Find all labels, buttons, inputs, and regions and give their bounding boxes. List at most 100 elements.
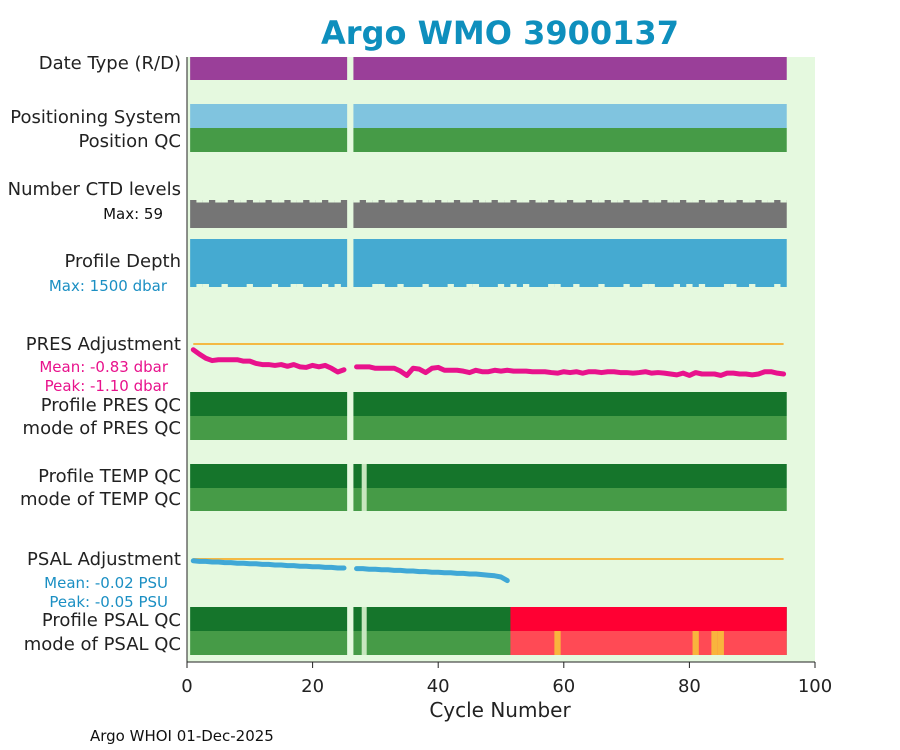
profile-depth-notch	[648, 284, 655, 287]
profile-temp-qc-label: Profile TEMP QC	[38, 466, 181, 487]
profile-depth-notch	[510, 284, 517, 287]
mode-pres-qc-bar	[353, 416, 787, 440]
profile-depth-notch	[422, 284, 429, 287]
ctd-levels-notch	[334, 200, 341, 203]
profile-depth-notch	[598, 284, 605, 287]
profile-depth-notch	[573, 284, 580, 287]
depth-max-label: Max: 1500 dbar	[49, 277, 168, 295]
mode-pres-qc-bar	[190, 416, 348, 440]
profile-depth-notch	[673, 284, 680, 287]
position-qc-bar	[353, 128, 787, 152]
ctd-levels-notch	[554, 200, 561, 203]
ctd-levels-notch	[252, 200, 260, 203]
profile-depth-notch	[221, 284, 228, 287]
ctd-levels-notch	[315, 200, 323, 203]
mode-temp-qc-light-cell	[361, 488, 367, 511]
mode-temp-qc-bar	[190, 488, 348, 511]
psal-mode-bad-region	[510, 631, 787, 655]
profile-depth-notch	[730, 284, 737, 287]
ctd-levels-notch	[384, 200, 392, 203]
ctd-levels-notch	[560, 200, 567, 203]
profile-depth-notch	[522, 284, 530, 287]
ctd-levels-notch	[629, 200, 637, 203]
ctd-levels-notch	[686, 200, 693, 203]
ctd-levels-notch	[328, 200, 335, 203]
ctd-levels-notch	[598, 200, 605, 203]
ctd-levels-notch	[579, 200, 586, 203]
ctd-levels-notch	[290, 200, 297, 203]
ctd-levels-notch	[460, 200, 467, 203]
x-tick-label: 80	[678, 676, 701, 697]
ctd-levels-notch	[479, 200, 486, 203]
chart-title: Argo WMO 3900137	[321, 14, 679, 52]
ctd-levels-notch	[296, 200, 304, 203]
profile-temp-qc-bar	[353, 464, 787, 488]
ctd-levels-notch	[761, 200, 768, 203]
ctd-levels-notch	[271, 200, 279, 203]
ctd-levels-notch	[196, 200, 203, 203]
psal-adjustment-series	[354, 566, 510, 584]
status-bars	[190, 57, 787, 655]
plot-area	[187, 57, 815, 662]
ctd-levels-notch	[278, 200, 285, 203]
row-labels: Date Type (R/D) Positioning System Positio…	[8, 53, 181, 655]
profile-depth-notch	[447, 284, 454, 287]
ctd-levels-notch	[610, 200, 618, 203]
ctd-levels-notch	[723, 200, 731, 203]
ctd-levels-notch	[705, 200, 712, 203]
ctd-levels-notch	[497, 200, 505, 203]
mode-temp-qc-label: mode of TEMP QC	[20, 489, 181, 510]
ctd-levels-bar	[190, 200, 348, 228]
mode-psal-qc-light-cell	[361, 631, 367, 655]
ctd-levels-notch	[428, 200, 436, 203]
positioning-system-label: Positioning System	[10, 107, 181, 128]
ctd-levels-notch	[372, 200, 379, 203]
ctd-levels-notch	[516, 200, 523, 203]
profile-depth-notch	[271, 284, 279, 287]
profile-depth-bar	[190, 239, 348, 287]
profile-depth-notch	[698, 284, 706, 287]
psal-qc-bad-region	[510, 607, 787, 631]
profile-depth-notch	[334, 284, 341, 287]
x-tick-label: 0	[181, 676, 192, 697]
profile-temp-qc-light-cell	[361, 464, 367, 488]
ctd-levels-notch	[353, 200, 360, 203]
profile-pres-qc-label: Profile PRES QC	[41, 395, 181, 416]
profile-temp-qc-bar	[190, 464, 348, 488]
ctd-levels-notch	[422, 200, 429, 203]
psal-peak-label: Peak: -0.05 PSU	[49, 593, 168, 611]
adjustment-lines	[190, 343, 787, 584]
positioning-system-bar	[190, 104, 348, 128]
ctd-levels-notch	[749, 200, 756, 203]
position-qc-label: Position QC	[78, 131, 181, 152]
ctd-levels-notch	[711, 200, 718, 203]
ctd-levels-notch	[403, 200, 410, 203]
profile-depth-notch	[202, 284, 209, 287]
profile-depth-notch	[554, 284, 561, 287]
date-type-bar	[353, 57, 787, 80]
ctd-levels-bar	[353, 200, 787, 228]
profile-psal-qc-label: Profile PSAL QC	[42, 610, 181, 631]
psal-adjustment-series	[190, 558, 347, 571]
ctd-levels-notch	[692, 200, 699, 203]
date-type-bar	[190, 57, 348, 80]
ctd-levels-notch	[504, 200, 511, 203]
psal-mode-orange-cell	[554, 631, 561, 655]
ctd-levels-notch	[215, 200, 222, 203]
mode-psal-qc-label: mode of PSAL QC	[24, 634, 181, 655]
profile-depth-notch	[686, 284, 693, 287]
ctd-levels-notch	[541, 200, 549, 203]
ctd-levels-notch	[447, 200, 454, 203]
pres-peak-label: Peak: -1.10 dbar	[45, 377, 169, 395]
ctd-levels-notch	[365, 200, 373, 203]
profile-depth-notch	[642, 284, 649, 287]
profile-depth-notch	[290, 284, 297, 287]
profile-depth-notch	[774, 284, 781, 287]
ctd-levels-notch	[592, 200, 599, 203]
ctd-levels-notch	[573, 200, 580, 203]
ctd-levels-notch	[202, 200, 209, 203]
pres-adjustment-series	[354, 364, 787, 378]
profile-depth-notch	[548, 284, 555, 287]
ctd-levels-notch	[673, 200, 680, 203]
